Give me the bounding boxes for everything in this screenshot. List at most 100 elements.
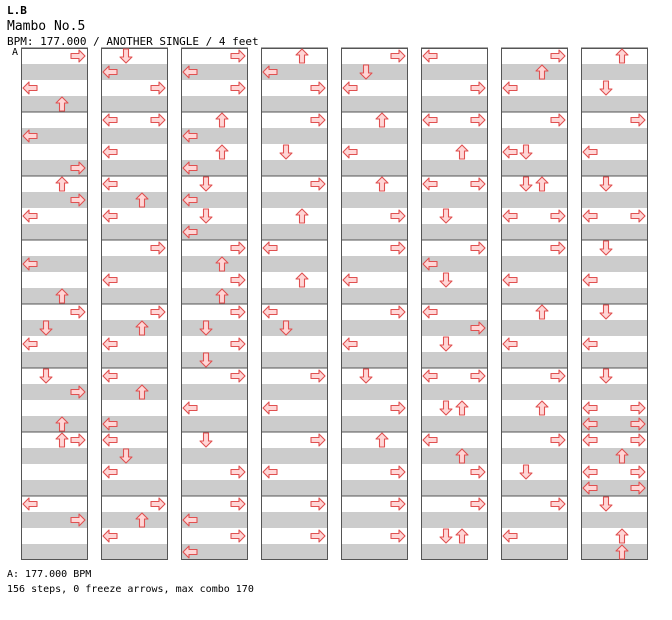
left-arrow-icon <box>102 209 118 223</box>
beat-stripe <box>421 352 488 368</box>
measure <box>581 239 648 304</box>
beat-stripe <box>21 64 88 80</box>
beat-stripe <box>21 192 88 208</box>
right-arrow-icon <box>150 241 166 255</box>
beat-stripe <box>581 256 648 272</box>
beat-stripe <box>21 416 88 432</box>
left-arrow-icon <box>22 337 38 351</box>
right-arrow-icon <box>150 113 166 127</box>
beat-stripe <box>261 256 328 272</box>
beat-stripe <box>101 512 168 528</box>
left-arrow-icon <box>22 209 38 223</box>
right-arrow-icon <box>310 433 326 447</box>
measure <box>341 367 408 432</box>
measure <box>501 175 568 240</box>
beat-stripe <box>581 480 648 496</box>
column-border <box>421 48 488 560</box>
beat-stripe <box>21 288 88 304</box>
left-arrow-icon <box>182 545 198 559</box>
measure <box>261 175 328 240</box>
beat-stripe <box>341 544 408 560</box>
left-arrow-icon <box>22 497 38 511</box>
beat-stripe <box>101 544 168 560</box>
left-arrow-icon <box>102 529 118 543</box>
beat-stripe <box>101 416 168 432</box>
left-arrow-icon <box>102 273 118 287</box>
right-arrow-icon <box>470 497 486 511</box>
down-arrow-icon <box>599 176 613 192</box>
beat-stripe <box>501 416 568 432</box>
beat-stripe <box>341 64 408 80</box>
right-arrow-icon <box>390 401 406 415</box>
beat-stripe <box>101 192 168 208</box>
left-arrow-icon <box>182 161 198 175</box>
up-arrow-icon <box>55 416 69 432</box>
down-arrow-icon <box>599 304 613 320</box>
beat-stripe <box>21 480 88 496</box>
beat-stripe <box>341 352 408 368</box>
measure <box>501 367 568 432</box>
beat-stripe <box>261 160 328 176</box>
right-arrow-icon <box>70 433 86 447</box>
left-arrow-icon <box>102 65 118 79</box>
beat-stripe <box>21 384 88 400</box>
left-arrow-icon <box>582 209 598 223</box>
up-arrow-icon <box>135 192 149 208</box>
right-arrow-icon <box>230 465 246 479</box>
measure <box>21 303 88 368</box>
beat-stripe <box>501 320 568 336</box>
beat-stripe <box>261 512 328 528</box>
right-arrow-icon <box>150 81 166 95</box>
right-arrow-icon <box>230 81 246 95</box>
up-arrow-icon <box>615 448 629 464</box>
left-arrow-icon <box>102 177 118 191</box>
beat-stripe <box>181 416 248 432</box>
beat-stripe <box>341 96 408 112</box>
up-arrow-icon <box>455 528 469 544</box>
left-arrow-icon <box>102 369 118 383</box>
left-arrow-icon <box>102 417 118 431</box>
down-arrow-icon <box>199 320 213 336</box>
up-arrow-icon <box>215 144 229 160</box>
beat-stripe <box>181 96 248 112</box>
left-arrow-icon <box>342 81 358 95</box>
beat-stripe <box>421 448 488 464</box>
beat-stripe <box>101 352 168 368</box>
up-arrow-icon <box>215 112 229 128</box>
left-arrow-icon <box>102 337 118 351</box>
beat-stripe <box>101 64 168 80</box>
left-arrow-icon <box>582 417 598 431</box>
beat-stripe <box>421 64 488 80</box>
left-arrow-icon <box>422 177 438 191</box>
beat-stripe <box>421 128 488 144</box>
beat-stripe <box>21 352 88 368</box>
right-arrow-icon <box>630 481 646 495</box>
beat-stripe <box>181 224 248 240</box>
measure <box>101 367 168 432</box>
beat-stripe <box>181 320 248 336</box>
measure <box>181 431 248 496</box>
chart-column <box>261 47 328 560</box>
up-arrow-icon <box>375 176 389 192</box>
left-arrow-icon <box>342 145 358 159</box>
beat-stripe <box>21 160 88 176</box>
column-border <box>21 48 88 560</box>
right-arrow-icon <box>470 113 486 127</box>
beat-stripe <box>341 224 408 240</box>
right-arrow-icon <box>70 161 86 175</box>
up-arrow-icon <box>535 304 549 320</box>
beat-stripe <box>421 256 488 272</box>
beat-stripe <box>421 288 488 304</box>
up-arrow-icon <box>535 176 549 192</box>
up-arrow-icon <box>135 384 149 400</box>
down-arrow-icon <box>519 144 533 160</box>
left-arrow-icon <box>22 129 38 143</box>
column-border <box>261 48 328 560</box>
down-arrow-icon <box>39 368 53 384</box>
beat-stripe <box>261 288 328 304</box>
beat-stripe <box>581 544 648 560</box>
beat-stripe <box>421 384 488 400</box>
left-arrow-icon <box>502 81 518 95</box>
beat-stripe <box>261 384 328 400</box>
up-arrow-icon <box>295 208 309 224</box>
